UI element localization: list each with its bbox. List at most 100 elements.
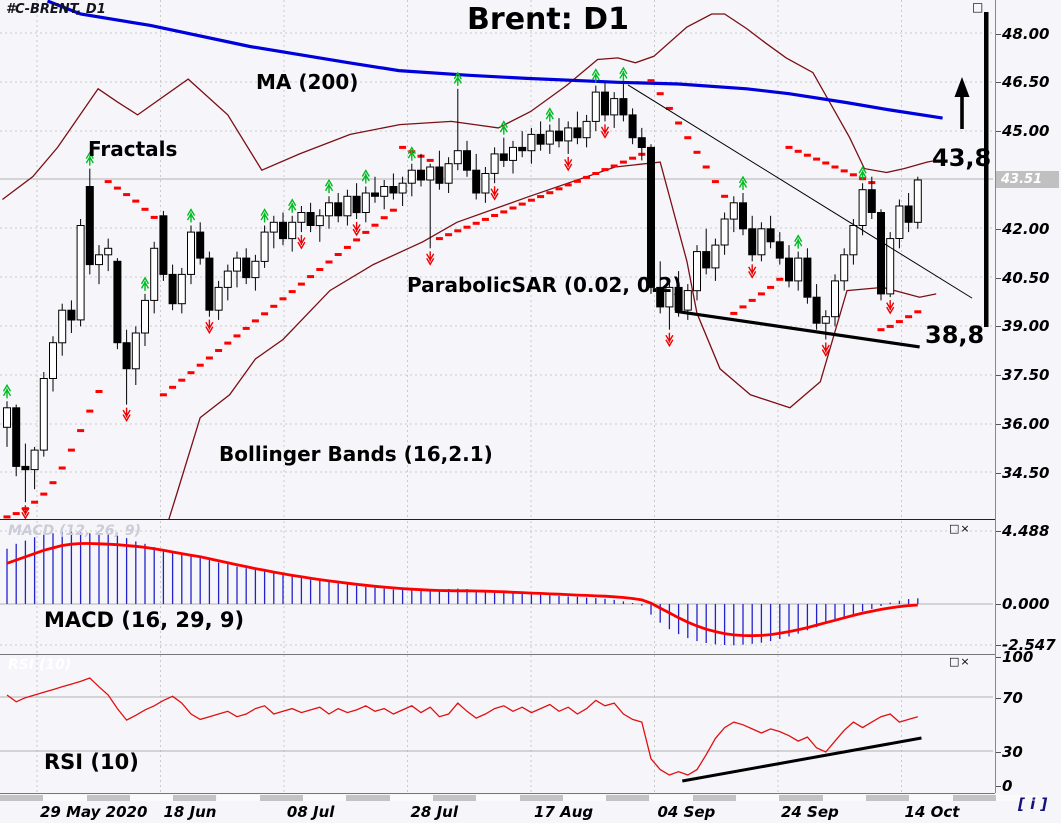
scrollbar-segment bbox=[303, 795, 347, 801]
bollinger-bands-label: Bollinger Bands (16,2.1) bbox=[219, 442, 493, 466]
support-trendline bbox=[674, 309, 920, 349]
rsi-tick-label: 100 bbox=[1002, 648, 1034, 666]
scrollbar-segment bbox=[692, 795, 737, 801]
main-chart-restore-button[interactable]: □ bbox=[972, 0, 985, 14]
scrollbar-segment bbox=[519, 795, 563, 801]
fractal-down-icon bbox=[297, 235, 306, 250]
scrollbar-segment bbox=[736, 795, 780, 801]
parabolic-sar-label: ParabolicSAR (0.02, 0.2) bbox=[407, 273, 682, 297]
rsi-window-buttons[interactable]: □× bbox=[949, 655, 971, 668]
macd-panel-bottom-border bbox=[0, 654, 995, 655]
macd-watermark: MACD (12, 26, 9) bbox=[8, 523, 141, 539]
scrollbar-segment bbox=[476, 795, 520, 801]
rsi-label: RSI (10) bbox=[44, 750, 139, 774]
fractal-up-icon bbox=[140, 276, 150, 291]
ma200-line bbox=[46, 0, 943, 120]
macd-label: MACD (16, 29, 9) bbox=[44, 608, 245, 632]
fractal-down-icon bbox=[426, 251, 435, 266]
scrollbar-segment bbox=[866, 795, 910, 801]
fractal-up-icon bbox=[591, 68, 600, 83]
scrollbar-segment bbox=[649, 795, 693, 801]
price-tick-label: 42.00 bbox=[1002, 220, 1050, 238]
fractals-indicator-label: Fractals bbox=[88, 137, 178, 161]
fractal-down-icon bbox=[564, 156, 573, 172]
price-axis[interactable]: 48.00 46.50 45.00 42.00 40.50 39.00 37.50 36.00… bbox=[996, 0, 1061, 795]
fractal-down-icon bbox=[886, 300, 895, 315]
fractal-up-icon bbox=[186, 208, 196, 223]
fractal-up-icon bbox=[858, 165, 867, 181]
rsi-panel-bottom-border bbox=[0, 793, 995, 794]
scrollbar-segment bbox=[606, 795, 650, 801]
time-axis[interactable]: 29 May 2020 18 Jun 08 Jul 28 Jul 17 Aug 04 Se… bbox=[0, 802, 1061, 822]
scrollbar-segment bbox=[43, 795, 87, 801]
fractal-down-icon bbox=[352, 222, 361, 237]
price-tick-label: 37.50 bbox=[1002, 366, 1050, 384]
date-tick-label: 24 Sep bbox=[780, 803, 839, 821]
fractal-up-icon bbox=[361, 169, 370, 184]
rsi-line bbox=[6, 677, 918, 776]
price-tick-label: 39.00 bbox=[1002, 317, 1050, 335]
scrollbar-segment bbox=[433, 795, 477, 801]
fractal-up-icon bbox=[619, 66, 628, 81]
price-tick-label: 36.00 bbox=[1002, 415, 1050, 433]
fractal-up-icon bbox=[2, 383, 12, 399]
vertical-bar-annotation bbox=[984, 12, 989, 327]
fractal-down-icon bbox=[490, 186, 499, 201]
fractal-up-icon bbox=[545, 107, 554, 122]
fractal-up-icon bbox=[738, 175, 748, 190]
scrollbar-segment bbox=[562, 795, 607, 801]
fractal-up-icon bbox=[324, 178, 334, 194]
scrollbar-segment bbox=[0, 795, 44, 801]
footer-info-link[interactable]: [ i ] bbox=[1018, 795, 1048, 813]
rsi-gridlines bbox=[0, 655, 993, 792]
support-price-label: 38,8 bbox=[925, 321, 985, 349]
fractal-up-icon bbox=[794, 234, 803, 249]
bollinger-bands-lines bbox=[2, 13, 937, 520]
fractal-up-icon bbox=[288, 198, 297, 213]
macd-tick-label: 0.000 bbox=[1002, 595, 1050, 613]
scrollbar-segment bbox=[129, 795, 174, 801]
fractal-down-icon bbox=[122, 407, 131, 422]
fractal-down-icon bbox=[600, 124, 610, 139]
date-tick-label: 18 Jun bbox=[163, 803, 217, 821]
price-tick-label: 40.50 bbox=[1002, 269, 1050, 287]
rsi-tick-label: 0 bbox=[1002, 777, 1013, 795]
symbol-timeframe-label: #C-BRENT, D1 bbox=[6, 2, 106, 17]
macd-gridlines bbox=[0, 521, 993, 654]
fractal-down-icon bbox=[21, 505, 30, 520]
fractal-down-icon bbox=[205, 319, 214, 335]
fractal-arrows bbox=[2, 66, 895, 520]
rsi-tick-label: 30 bbox=[1002, 743, 1023, 761]
fractal-up-icon bbox=[85, 151, 94, 166]
rsi-trendline bbox=[682, 736, 922, 783]
date-tick-label: 14 Oct bbox=[904, 803, 960, 821]
ma-indicator-label: MA (200) bbox=[256, 70, 359, 94]
date-tick-label: 29 May 2020 bbox=[39, 803, 148, 821]
scrollbar-segment bbox=[216, 795, 260, 801]
candlesticks bbox=[3, 82, 922, 503]
main-price-chart[interactable] bbox=[0, 0, 995, 520]
fractal-up-icon bbox=[499, 120, 508, 135]
price-axis-separator bbox=[995, 0, 996, 793]
up-arrow-annotation bbox=[954, 77, 970, 97]
macd-indicator-panel[interactable] bbox=[0, 521, 995, 655]
macd-window-buttons[interactable]: □× bbox=[949, 522, 971, 535]
date-tick-label: 04 Sep bbox=[657, 803, 716, 821]
price-tick-label: 48.00 bbox=[1002, 25, 1050, 43]
rsi-indicator-panel[interactable] bbox=[0, 655, 995, 793]
date-tick-label: 17 Aug bbox=[534, 803, 594, 821]
chart-title: Brent: D1 bbox=[467, 2, 629, 37]
macd-signal-line bbox=[6, 542, 918, 638]
macd-tick-label: 4.488 bbox=[1002, 522, 1050, 540]
fractal-down-icon bbox=[821, 342, 830, 357]
current-price-badge: 43.51 bbox=[996, 171, 1059, 188]
scrollbar-segment bbox=[779, 795, 823, 801]
rsi-watermark: RSI (10) bbox=[8, 657, 72, 673]
scrollbar-segment bbox=[259, 795, 304, 801]
rsi-tick-label: 70 bbox=[1002, 689, 1023, 707]
date-tick-label: 08 Jul bbox=[286, 803, 335, 821]
price-tick-label: 45.00 bbox=[1002, 122, 1050, 140]
price-tick-label: 34.50 bbox=[1002, 464, 1050, 482]
fractal-down-icon bbox=[665, 332, 674, 348]
